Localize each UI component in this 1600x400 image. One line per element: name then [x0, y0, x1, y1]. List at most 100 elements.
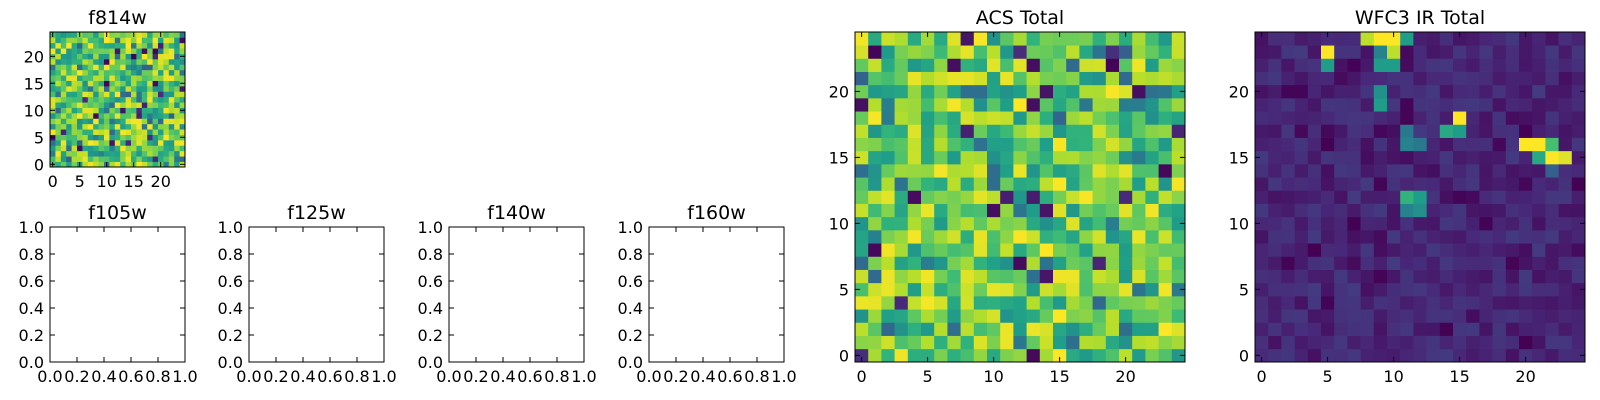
heatmap-cell [973, 322, 988, 336]
heatmap-cell [907, 322, 922, 336]
heatmap-cell [120, 118, 126, 125]
heatmap-cell [77, 86, 83, 92]
heatmap-cell [1158, 190, 1173, 204]
heatmap-cell [1479, 296, 1493, 310]
heatmap-cell [179, 69, 186, 76]
heatmap-cell [93, 96, 99, 103]
heatmap-cell [1466, 71, 1480, 86]
heatmap-cell [66, 140, 72, 146]
heatmap-cell [163, 64, 170, 71]
heatmap-cell [907, 348, 922, 363]
heatmap-cell [1066, 150, 1080, 165]
heatmap-cell [82, 80, 89, 87]
heatmap-cell [1268, 348, 1282, 363]
heatmap-cell [907, 296, 922, 310]
heatmap-cell [1119, 98, 1133, 112]
heatmap-cell [1307, 124, 1322, 138]
heatmap-cell [147, 145, 153, 152]
heatmap-cell [1013, 32, 1027, 46]
heatmap-cell [1281, 348, 1295, 363]
heatmap-cell [973, 216, 988, 231]
heatmap-cell [55, 91, 62, 98]
heatmap-cell [1373, 164, 1388, 178]
heatmap-cell [1066, 269, 1080, 284]
heatmap-cell [141, 107, 148, 114]
heatmap-cell [168, 150, 175, 157]
heatmap-cell [1039, 71, 1054, 86]
x-tick-label: 0.0 [37, 367, 62, 386]
heatmap-cell [934, 203, 948, 218]
heatmap-cell [1307, 269, 1322, 284]
heatmap-cell [1545, 137, 1559, 152]
heatmap-cell [66, 91, 72, 98]
heatmap-cell [1268, 230, 1282, 244]
heatmap-cell [55, 102, 62, 108]
heatmap-cell [1492, 230, 1507, 244]
heatmap-cell [152, 69, 159, 76]
heatmap-cell [868, 203, 882, 218]
heatmap-cell [120, 64, 126, 71]
heatmap-cell [1079, 58, 1093, 72]
heatmap-cell [1413, 296, 1427, 310]
heatmap-cell [1571, 309, 1586, 323]
heatmap-cell [881, 98, 895, 112]
heatmap-cell [168, 64, 175, 71]
heatmap-cell [1145, 71, 1159, 86]
heatmap-cell [1400, 71, 1414, 86]
heatmap-cell [881, 348, 895, 363]
heatmap-cell [1505, 98, 1520, 112]
x-tick-label: 0.6 [118, 367, 143, 386]
heatmap-cell [881, 58, 895, 72]
heatmap-cell [168, 48, 175, 54]
heatmap-cell [158, 113, 164, 119]
heatmap-cell [1026, 137, 1041, 152]
heatmap-cell [125, 64, 132, 71]
heatmap-cell [1307, 84, 1322, 99]
heatmap-cell [1439, 190, 1454, 204]
heatmap-cell [104, 86, 110, 92]
heatmap-cell [168, 91, 175, 98]
heatmap-cell [125, 145, 132, 152]
heatmap-cell [93, 107, 99, 114]
heatmap-cell [125, 69, 132, 76]
heatmap-cell [1158, 282, 1173, 297]
heatmap-cell [1360, 58, 1375, 72]
heatmap-cell [1479, 256, 1493, 270]
heatmap-cell [50, 96, 56, 103]
heatmap-cell [973, 58, 988, 72]
heatmap-cell [50, 64, 56, 71]
heatmap-cell [1321, 84, 1335, 99]
heatmap-cell [1426, 32, 1441, 46]
heatmap-cell [1132, 98, 1146, 112]
heatmap-cell [71, 86, 78, 92]
heatmap-cell [868, 45, 882, 59]
heatmap-cell [1558, 269, 1573, 284]
heatmap-cell [1079, 230, 1093, 244]
heatmap-cell [1545, 45, 1559, 59]
heatmap-cell [98, 161, 105, 168]
heatmap-cell [66, 53, 72, 60]
heatmap-cell [1453, 269, 1467, 284]
heatmap-cell [894, 190, 909, 204]
heatmap-cell [1294, 111, 1309, 125]
heatmap-cell [1158, 164, 1173, 178]
heatmap-cell [152, 156, 159, 162]
heatmap-cell [114, 69, 121, 76]
heatmap-cell [1479, 111, 1493, 125]
heatmap-cell [855, 190, 869, 204]
heatmap-cell [868, 269, 882, 284]
heatmap-cell [147, 37, 153, 44]
heatmap-cell [973, 309, 988, 323]
heatmap-cell [82, 134, 89, 141]
heatmap-cell [960, 230, 975, 244]
heatmap-cell [934, 150, 948, 165]
heatmap-cell [66, 118, 72, 125]
heatmap-cell [1171, 190, 1186, 204]
heatmap-cell [1132, 203, 1146, 218]
heatmap-cell [1105, 164, 1120, 178]
heatmap-cell [1307, 348, 1322, 363]
heatmap-cell [1119, 150, 1133, 165]
heatmap-cell [174, 134, 180, 141]
heatmap-cell [1000, 335, 1014, 350]
heatmap-cell [152, 75, 159, 81]
